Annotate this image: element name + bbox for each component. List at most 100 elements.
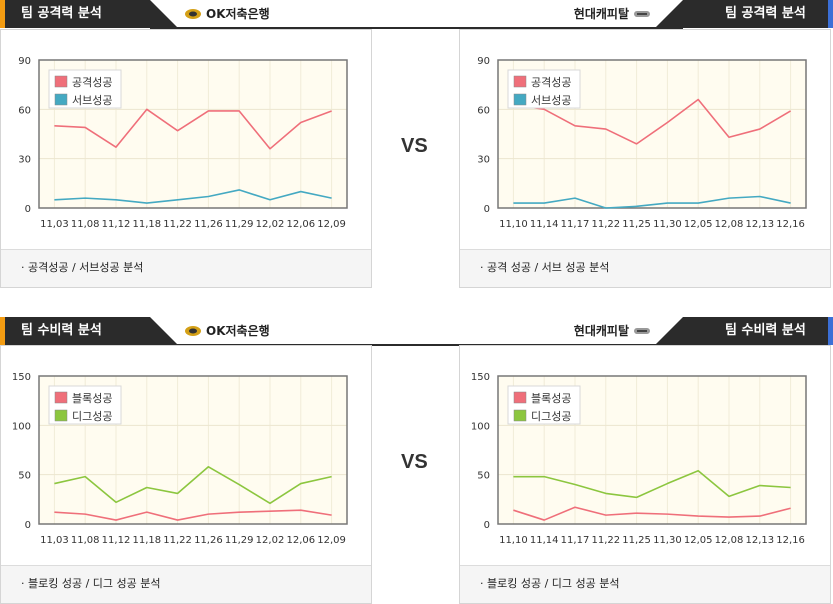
chart-footer: · 공격성공 / 서브성공 분석 <box>1 249 371 287</box>
x-tick-label: 11,17 <box>561 535 590 546</box>
y-tick-label: 0 <box>25 204 31 215</box>
x-tick-label: 11,30 <box>653 535 682 546</box>
series-line <box>513 195 791 209</box>
vs-label-defense: VS <box>401 451 428 473</box>
x-tick-label: 11,14 <box>530 219 559 230</box>
x-tick-label: 12,05 <box>684 535 713 546</box>
y-tick-label: 50 <box>477 471 490 482</box>
x-tick-label: 11,25 <box>622 219 651 230</box>
x-tick-label: 12,08 <box>715 219 744 230</box>
x-tick-label: 11,12 <box>102 219 131 230</box>
x-tick-label: 11,22 <box>591 535 620 546</box>
legend-label: 공격성공 <box>72 76 112 89</box>
x-tick-label: 12,02 <box>256 219 285 230</box>
x-tick-label: 11,14 <box>530 535 559 546</box>
header-divider <box>150 27 683 29</box>
x-tick-label: 11,08 <box>71 535 100 546</box>
x-tick-label: 11,26 <box>194 219 223 230</box>
footer-label: · 공격성공 / 서브성공 분석 <box>21 261 144 274</box>
x-tick-label: 12,09 <box>317 535 346 546</box>
x-tick-label: 11,17 <box>561 219 590 230</box>
footer-label: · 블로킹 성공 / 디그 성공 분석 <box>480 577 620 590</box>
y-tick-label: 0 <box>484 204 490 215</box>
y-tick-label: 90 <box>477 56 490 67</box>
legend-swatch <box>54 391 68 404</box>
hyundai-logo-icon <box>634 10 650 17</box>
y-tick-label: 100 <box>471 421 490 432</box>
right-team-name: 현대캐피탈 <box>573 7 629 21</box>
legend-label: 서브성공 <box>531 94 571 107</box>
x-tick-label: 12,05 <box>684 219 713 230</box>
y-tick-label: 60 <box>477 105 490 116</box>
x-tick-label: 12,13 <box>745 535 774 546</box>
vs-label-attack: VS <box>401 135 428 157</box>
ok-bank-logo-icon <box>185 325 201 336</box>
series-line <box>54 465 332 505</box>
left-team: OK저축은행 <box>184 5 270 22</box>
x-tick-label: 11,03 <box>40 219 69 230</box>
x-tick-label: 12,09 <box>317 219 346 230</box>
legend-label: 디그성공 <box>72 410 112 423</box>
plot-frame <box>38 375 348 525</box>
series-line <box>54 509 332 521</box>
left-team-name: OK저축은행 <box>206 324 270 338</box>
x-tick-label: 12,13 <box>745 219 774 230</box>
attack-header: 팀 공격력 분석 OK저축은행 현대캐피탈 팀 공격력 분석 <box>0 0 833 29</box>
x-tick-label: 12,02 <box>256 535 285 546</box>
hyundai-attack-panel: 0 30 60 90 11,10 11,14 11,17 11,22 11,25 11,30 12,… <box>459 29 831 288</box>
x-tick-label: 11,08 <box>71 219 100 230</box>
x-tick-label: 12,16 <box>776 219 805 230</box>
right-team: 현대캐피탈 <box>574 5 651 22</box>
ok-bank-logo-icon <box>185 8 201 19</box>
y-tick-label: 30 <box>18 155 31 166</box>
plot-frame <box>497 375 807 525</box>
ok-attack-chart: 0 30 60 90 11,03 11,08 11,12 11,18 11,22 11,26 11,… <box>18 56 348 230</box>
x-tick-label: 11,29 <box>225 219 254 230</box>
hyundai-logo-icon <box>634 327 650 334</box>
plot-frame <box>38 59 348 209</box>
ok-defense-panel: 0 50 100 150 11,03 11,08 11,12 11,18 11,22 11,26 1… <box>0 345 372 604</box>
right-team-name: 현대캐피탈 <box>573 324 629 338</box>
x-tick-label: 11,26 <box>194 535 223 546</box>
series-line <box>513 506 791 521</box>
series-line <box>54 108 332 150</box>
left-accent-bar <box>0 317 5 345</box>
x-tick-label: 11,18 <box>132 535 161 546</box>
x-tick-label: 11,10 <box>499 535 528 546</box>
y-tick-label: 100 <box>12 421 31 432</box>
legend-swatch <box>513 409 527 422</box>
right-team: 현대캐피탈 <box>574 322 651 339</box>
legend-swatch <box>54 75 68 88</box>
y-tick-label: 150 <box>471 372 490 383</box>
left-defense-title: 팀 수비력 분석 <box>0 317 178 345</box>
right-accent-bar <box>828 0 833 28</box>
series-line <box>54 189 332 204</box>
right-defense-title: 팀 수비력 분석 <box>655 317 833 345</box>
x-tick-label: 11,12 <box>102 535 131 546</box>
chart-footer: · 블로킹 성공 / 디그 성공 분석 <box>1 565 371 603</box>
x-tick-label: 11,03 <box>40 535 69 546</box>
left-team: OK저축은행 <box>184 322 270 339</box>
legend-swatch <box>513 93 527 106</box>
y-tick-label: 60 <box>18 105 31 116</box>
footer-label: · 블로킹 성공 / 디그 성공 분석 <box>21 577 161 590</box>
legend-label: 디그성공 <box>531 410 571 423</box>
ok-attack-panel: 0 30 60 90 11,03 11,08 11,12 11,18 11,22 11,26 11,… <box>0 29 372 288</box>
series-line <box>513 469 791 499</box>
legend-swatch <box>513 75 527 88</box>
x-tick-label: 11,10 <box>499 219 528 230</box>
x-tick-label: 12,06 <box>286 219 315 230</box>
x-tick-label: 11,18 <box>132 219 161 230</box>
y-tick-label: 0 <box>484 520 490 531</box>
y-tick-label: 150 <box>12 372 31 383</box>
x-tick-label: 12,16 <box>776 535 805 546</box>
plot-frame <box>497 59 807 209</box>
defense-header: 팀 수비력 분석 OK저축은행 현대캐피탈 팀 수비력 분석 <box>0 317 833 346</box>
hyundai-defense-panel: 0 50 100 150 11,10 11,14 11,17 11,22 11,25 11,30 1… <box>459 345 831 604</box>
legend-label: 블록성공 <box>531 392 571 405</box>
right-attack-title: 팀 공격력 분석 <box>655 0 833 28</box>
legend-swatch <box>513 391 527 404</box>
